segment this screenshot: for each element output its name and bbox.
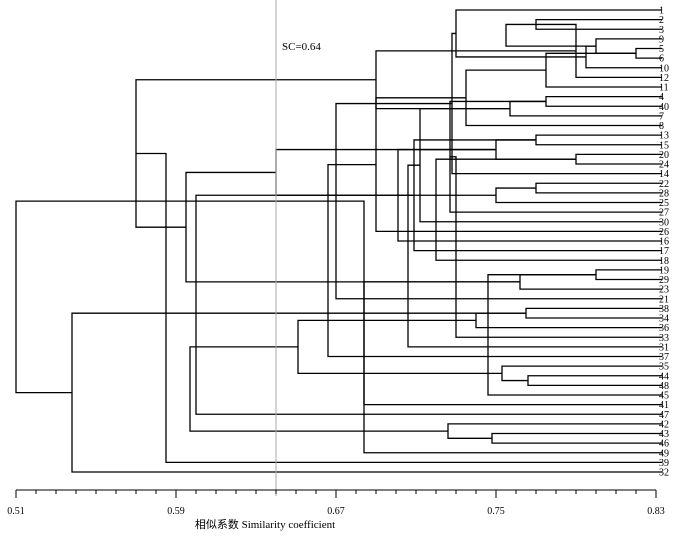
- leaf-label: 35: [659, 362, 669, 373]
- leaf-label: 37: [659, 352, 669, 363]
- leaf-label: 12: [659, 73, 669, 84]
- leaf-label: 26: [659, 227, 669, 238]
- leaf-label: 41: [659, 400, 669, 411]
- leaf-label: 46: [659, 439, 669, 450]
- leaf-label: 22: [659, 179, 669, 190]
- leaf-label: 4: [659, 92, 664, 103]
- x-axis: 0.51 0.59 0.67 0.75 0.83: [7, 489, 665, 517]
- leaf-label: 28: [659, 188, 669, 199]
- x-tick-label: 0.67: [327, 506, 345, 517]
- leaf-label: 42: [659, 419, 669, 430]
- dendrogram-branch: [465, 69, 662, 127]
- leaf-label: 17: [659, 246, 669, 257]
- dendrogram-branch: [195, 194, 662, 415]
- leaf-label: 9: [659, 34, 664, 45]
- leaf-label: 31: [659, 342, 669, 353]
- dendrogram-branch: [505, 23, 596, 47]
- leaf-labels: 1239561012114407813152024142228252730261…: [659, 6, 669, 479]
- leaf-label: 38: [659, 304, 669, 315]
- dendrogram-branch: [189, 346, 448, 432]
- dendrogram-branch: [363, 281, 662, 406]
- leaf-label: 13: [659, 131, 669, 142]
- leaf-label: 40: [659, 102, 669, 113]
- dendrogram-branch: [475, 312, 662, 329]
- dendrogram-branch: [136, 152, 662, 464]
- dendrogram-branch: [527, 375, 662, 387]
- leaf-label: 27: [659, 208, 669, 219]
- leaf-label: 2: [659, 15, 664, 26]
- leaf-label: 23: [659, 285, 669, 296]
- dendrogram-branch: [275, 148, 496, 196]
- leaf-label: 30: [659, 217, 669, 228]
- x-axis-title: 相似系数 Similarity coefficient: [195, 518, 335, 531]
- leaf-label: 36: [659, 323, 669, 334]
- x-tick-label: 0.51: [7, 506, 25, 517]
- dendrogram-branch: [407, 164, 662, 348]
- leaf-label: 19: [659, 265, 669, 276]
- leaf-label: 33: [659, 333, 669, 344]
- dendrogram-branch: [575, 153, 662, 165]
- leaf-label: 3: [659, 25, 664, 36]
- leaf-label: 1: [659, 6, 664, 17]
- dendrogram-branch: [451, 32, 662, 175]
- dendrogram-branch: [525, 307, 662, 319]
- dendrogram-branch: [585, 45, 662, 69]
- leaf-label: 39: [659, 458, 669, 469]
- leaf-label: 14: [659, 169, 669, 180]
- leaf-label: 43: [659, 429, 669, 440]
- leaf-label: 21: [659, 294, 669, 305]
- dendrogram-branch: [450, 156, 662, 338]
- leaf-label: 10: [659, 63, 669, 74]
- leaf-label: 20: [659, 150, 669, 161]
- dendrogram-branch: [595, 38, 662, 54]
- dendrogram-branch: [487, 274, 662, 396]
- leaf-label: 44: [659, 371, 669, 382]
- dendrogram-branch: [447, 423, 662, 439]
- dendrogram-branch: [455, 9, 662, 58]
- leaf-label: 18: [659, 256, 669, 267]
- dendrogram-branch: [535, 134, 662, 146]
- leaf-label: 32: [659, 468, 669, 479]
- leaf-label: 6: [659, 54, 664, 65]
- leaf-label: 45: [659, 391, 669, 402]
- leaf-label: 24: [659, 160, 669, 171]
- x-tick-label: 0.83: [647, 506, 665, 517]
- leaf-label: 25: [659, 198, 669, 209]
- dendrogram-branch: [509, 100, 662, 117]
- dendrogram-branch: [336, 200, 662, 454]
- leaf-label: 48: [659, 381, 669, 392]
- x-tick-label: 0.75: [487, 506, 505, 517]
- dendrogram-branch: [545, 95, 662, 107]
- leaf-label: 15: [659, 140, 669, 151]
- dendrogram-branch: [327, 163, 662, 358]
- dendrogram-branches: [15, 9, 662, 473]
- leaf-label: 47: [659, 410, 669, 421]
- dendrogram-branch: [535, 182, 662, 194]
- dendrogram-branch: [501, 365, 662, 382]
- leaf-label: 34: [659, 314, 669, 325]
- leaf-label: 49: [659, 448, 669, 459]
- dendrogram-branch: [595, 269, 662, 281]
- dendrogram-branch: [491, 432, 662, 444]
- dendrogram-branch: [435, 158, 662, 261]
- dendrogram-branch: [15, 200, 336, 394]
- leaf-label: 16: [659, 237, 669, 248]
- leaf-label: 29: [659, 275, 669, 286]
- dendrogram-branch: [135, 79, 376, 228]
- x-tick-label: 0.59: [167, 506, 185, 517]
- leaf-label: 5: [659, 44, 664, 55]
- dendrogram-branch: [185, 171, 520, 283]
- leaf-label: 8: [659, 121, 664, 132]
- leaf-label: 11: [659, 83, 669, 94]
- threshold-label: SC=0.64: [282, 41, 321, 53]
- leaf-label: 7: [659, 111, 664, 122]
- dendrogram-branch: [519, 274, 662, 290]
- dendrogram-branch: [495, 187, 662, 204]
